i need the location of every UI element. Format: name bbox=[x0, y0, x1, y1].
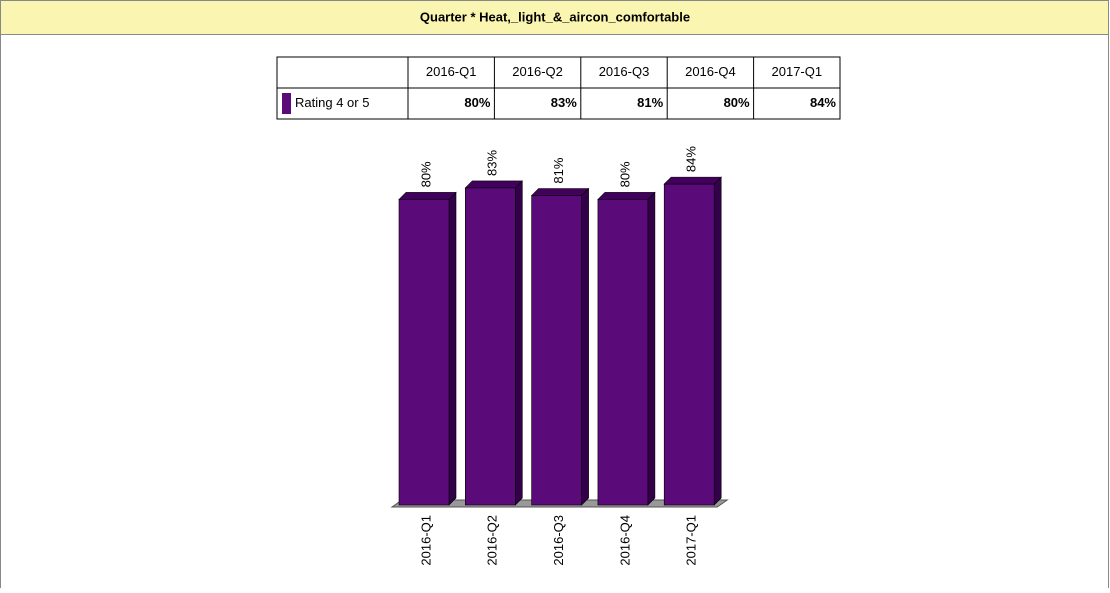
legend-swatch bbox=[282, 93, 291, 114]
x-tick-label: 2017-Q1 bbox=[684, 515, 699, 566]
bar-top bbox=[597, 192, 656, 200]
bar-side bbox=[647, 191, 656, 506]
value-label: 80% bbox=[418, 161, 433, 187]
legend-label: Rating 4 or 5 bbox=[295, 95, 369, 110]
x-tick-label: 2016-Q3 bbox=[551, 515, 566, 566]
bar bbox=[398, 199, 450, 506]
table-header: 2016-Q2 bbox=[512, 64, 563, 79]
bar bbox=[597, 199, 649, 506]
header-bar bbox=[0, 0, 1109, 35]
x-tick-label: 2016-Q2 bbox=[485, 515, 500, 566]
x-tick-label: 2016-Q1 bbox=[418, 515, 433, 566]
bar bbox=[663, 183, 715, 506]
table-header: 2017-Q1 bbox=[772, 64, 823, 79]
bar-top bbox=[663, 176, 722, 185]
table-header: 2016-Q3 bbox=[599, 64, 650, 79]
value-label: 81% bbox=[551, 157, 566, 183]
table-value: 81% bbox=[637, 95, 663, 110]
bar-top bbox=[398, 192, 457, 200]
table-value: 80% bbox=[724, 95, 750, 110]
bar-top bbox=[530, 188, 590, 196]
value-label: 80% bbox=[617, 161, 632, 187]
value-label: 84% bbox=[684, 146, 699, 172]
table-value: 80% bbox=[464, 95, 490, 110]
table-header: 2016-Q1 bbox=[426, 64, 477, 79]
bar bbox=[464, 187, 516, 506]
chart-title: Quarter * Heat,_light_&_aircon_comfortab… bbox=[420, 9, 690, 24]
table-header: 2016-Q4 bbox=[685, 64, 736, 79]
bar bbox=[531, 195, 582, 506]
table-value: 83% bbox=[551, 95, 577, 110]
value-label: 83% bbox=[485, 149, 500, 175]
bar-side bbox=[448, 191, 457, 506]
table-value: 84% bbox=[810, 95, 836, 110]
bar-side bbox=[713, 176, 722, 506]
bar-side bbox=[514, 180, 523, 506]
bar-side bbox=[581, 187, 589, 506]
x-tick-label: 2016-Q4 bbox=[617, 515, 632, 566]
bar-top bbox=[464, 180, 524, 189]
